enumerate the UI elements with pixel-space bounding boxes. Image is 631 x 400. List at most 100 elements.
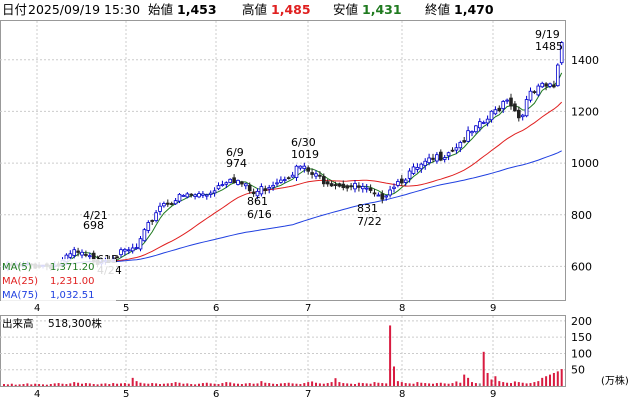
candle-body [310,172,314,175]
volume-bar [443,383,446,386]
candle-body [454,147,459,151]
candle-body [462,140,466,143]
candle-body [388,189,392,196]
volume-bar [506,382,509,386]
annotation-high-bottom: 1019 [291,148,319,161]
volume-bar [147,383,150,386]
candle-body [130,247,135,252]
candle-body [423,160,427,166]
candle-body [68,253,73,258]
volume-bar [463,374,466,386]
candle-body [528,90,533,101]
annotation-high-bottom: 698 [83,219,104,232]
volume-bar [361,383,364,386]
volume-bar [521,382,524,386]
volume-y-tick-label: 150 [571,331,592,344]
candle-body [458,142,463,149]
candle-body [201,193,205,196]
candle-body [446,152,451,157]
volume-bar [61,383,64,386]
volume-bar [104,383,107,386]
volume-bar [299,384,302,386]
volume-bar [369,383,372,386]
volume-bar [65,384,68,386]
volume-unit: (万株) [601,374,629,387]
candle-body [442,157,447,160]
volume-bar [330,382,333,386]
candle-body [380,193,385,200]
volume-bar [467,377,470,386]
candle-body [376,194,381,197]
volume-bar [108,384,111,386]
volume-bar [283,383,286,386]
volume-bar [170,383,173,386]
volume-bar [81,383,83,386]
volume-bar [84,383,87,386]
candle-body [427,157,431,164]
candle-body [556,64,560,87]
volume-bar [26,383,29,386]
volume-bar [260,381,263,386]
candle-body [485,118,490,124]
volume-bar [100,383,103,386]
low-label: 安値 [333,2,358,17]
volume-bar [264,382,267,386]
candle-body [349,185,353,188]
volume-value: 518,300株 [48,317,102,330]
volume-bar [326,383,329,386]
candle-body [544,83,548,87]
candle-body [360,186,365,190]
candle-body [372,192,377,195]
volume-bar [549,374,551,386]
candle-body [216,185,221,190]
candle-body [353,182,357,190]
volume-bar [182,383,185,386]
candle-body [357,185,361,188]
annotation-high-top: 6/9 [226,146,244,159]
candle-body [559,42,564,64]
volume-bar [447,383,450,386]
volume-bar [205,382,208,386]
volume-bar [279,383,282,386]
candle-body [236,179,240,185]
candle-body [333,184,338,187]
volume-bar [474,383,477,386]
volume-bar [346,383,349,386]
volume-bar [96,384,99,386]
candle-body [532,91,537,93]
candle-body [306,167,310,172]
candle-body [314,173,318,177]
candle-body [197,193,201,198]
volume-bar [377,382,380,386]
volume-bar [45,384,48,386]
date-value: 2025/09/19 15:30 [28,2,140,17]
volume-bar [143,383,146,386]
price-panel-frame [0,20,566,301]
volume-panel-frame [0,315,566,387]
volume-bar [400,382,403,386]
candle-body [325,181,330,185]
candle-body [298,165,303,169]
candle-body [524,99,529,117]
candle-body [134,247,139,249]
candle-body [368,187,373,191]
candle-body [517,109,521,119]
volume-bar [256,383,259,386]
volume-bar [537,381,540,386]
candle-body [552,84,556,88]
volume-bar [92,384,95,386]
candle-body [115,256,119,259]
volume-bar [162,383,165,386]
volume-bar [18,384,21,386]
candle-body [435,154,439,162]
close-label: 終値 [425,2,450,17]
annotation-low-bottom: 6/16 [247,208,272,221]
volume-bar [350,383,353,386]
volume-bar [49,384,52,386]
volume-bar [233,383,236,386]
candle-body [513,103,517,112]
volume-bar [486,372,489,386]
annotation-low-top: 831 [357,202,378,215]
candle-body [290,174,295,178]
